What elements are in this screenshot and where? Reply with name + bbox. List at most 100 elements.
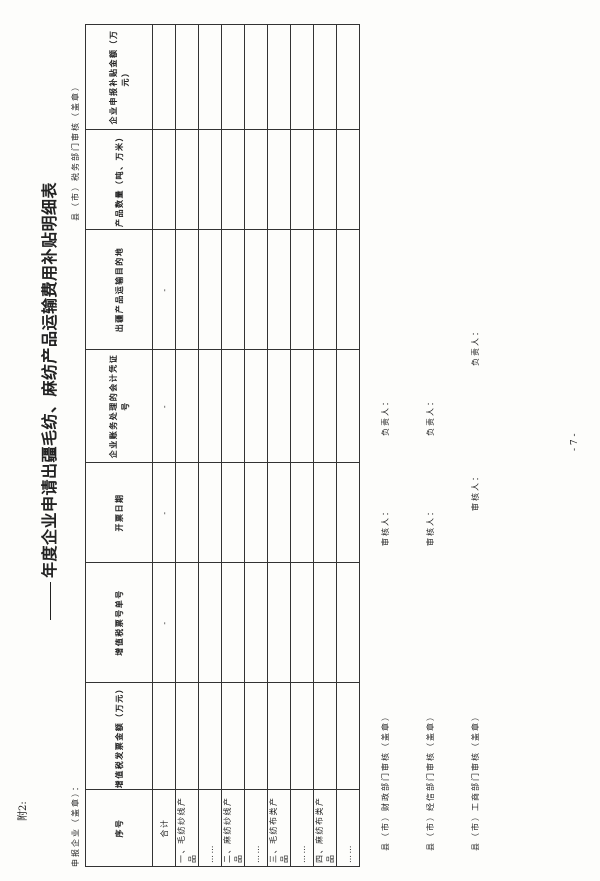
table-cell [244,462,268,563]
table-cell [244,129,268,230]
row-label: …… [336,789,360,867]
table-cell: - [152,229,176,350]
leader-label: 负责人： [426,396,435,436]
row-label: …… [198,789,222,867]
table-row: 合计 - - - - [152,24,176,867]
table-row: …… [244,24,268,867]
table-cell [198,229,222,350]
table-cell [336,24,360,130]
row-label: 三、毛纺布类产品 [267,789,291,867]
table-cell [175,349,199,463]
row-label: 合计 [152,789,176,867]
table-cell [290,24,314,130]
table-cell [221,562,245,683]
table-cell [267,349,291,463]
table-cell: - [152,562,176,683]
leader-label: 负责人： [381,396,390,436]
table-cell [336,349,360,463]
subsidy-detail-table: 序号 增值税发票金额（万元） 增值税票号单号 开票日期 企业账务处理的会计凭证号 出疆产品… [85,24,360,867]
table-cell [313,462,337,563]
table-cell [244,24,268,130]
column-header: 开票日期 [85,462,153,563]
column-header: 序号 [85,789,153,867]
table-cell [175,682,199,790]
table-cell [267,462,291,563]
document-title: 年度企业申请出疆毛纺、麻纺产品运输费用补贴明细表 [36,182,60,620]
title-text: 年度企业申请出疆毛纺、麻纺产品运输费用补贴明细表 [40,181,59,578]
table-cell [175,562,199,683]
table-cell [336,462,360,563]
table-row: 四、麻纺布类产品 [313,24,337,867]
table-cell: - [152,462,176,563]
table-cell [290,462,314,563]
tax-review-label: 县（市）税务部门审核（盖章） [71,81,80,221]
column-header: 增值税发票金额（万元） [85,682,153,790]
table-cell [336,129,360,230]
table-cell [175,229,199,350]
table-cell [221,24,245,130]
column-header: 增值税票号单号 [85,562,153,683]
table-cell [313,682,337,790]
table-cell [313,562,337,683]
department-review-label: 县（市）财政部门审核（盖章） [381,711,390,851]
table-cell [290,229,314,350]
table-cell [267,24,291,130]
table-cell [221,682,245,790]
reviewer-label: 审核人： [381,506,390,546]
table-cell [198,24,222,130]
table-cell [290,562,314,683]
page-number: - 7 - [570,433,580,451]
table-row: 二、麻纺纱线产品 [221,24,245,867]
attachment-label: 附2: [18,801,29,821]
table-cell [152,129,176,230]
department-review-label: 县（市）工商部门审核（盖章） [471,711,480,851]
table-cell [336,229,360,350]
table-cell [221,349,245,463]
row-label: …… [290,789,314,867]
table-cell [244,562,268,683]
table-row: …… [336,24,360,867]
reviewer-label: 审核人： [471,471,480,511]
table-cell [313,129,337,230]
table-cell [198,349,222,463]
table-cell [244,349,268,463]
table-cell [244,682,268,790]
table-row: …… [198,24,222,867]
column-header: 企业账务处理的会计凭证号 [85,349,153,463]
table-cell [198,682,222,790]
row-label: 二、麻纺纱线产品 [221,789,245,867]
column-header: 出疆产品运输目的地 [85,229,153,350]
table-cell [267,682,291,790]
table-cell [290,682,314,790]
row-label: 一、毛纺纱线产品 [175,789,199,867]
table-row: …… [290,24,314,867]
table-cell [221,129,245,230]
table-cell [336,682,360,790]
table-cell [221,229,245,350]
leader-label: 负责人： [471,326,480,366]
table-cell [313,229,337,350]
table-row: 一、毛纺纱线产品 [175,24,199,867]
row-label: 四、麻纺布类产品 [313,789,337,867]
table-cell [175,462,199,563]
year-blank-line [50,582,51,620]
table-cell [290,349,314,463]
table-cell: - [152,349,176,463]
table-cell [313,24,337,130]
table-cell [290,129,314,230]
table-cell [198,562,222,683]
row-label: …… [244,789,268,867]
reviewer-label: 审核人： [426,506,435,546]
table-row: 三、毛纺布类产品 [267,24,291,867]
column-header: 企业申报补贴金额（万元） [85,24,153,130]
table-cell [175,129,199,230]
applicant-label: 申报企业（盖章）： [71,781,80,867]
table-cell [244,229,268,350]
header-row: 序号 增值税发票金额（万元） 增值税票号单号 开票日期 企业账务处理的会计凭证号 出疆产品… [85,24,153,867]
table-cell [267,229,291,350]
table-cell [198,129,222,230]
table-cell [198,462,222,563]
table-cell [267,562,291,683]
